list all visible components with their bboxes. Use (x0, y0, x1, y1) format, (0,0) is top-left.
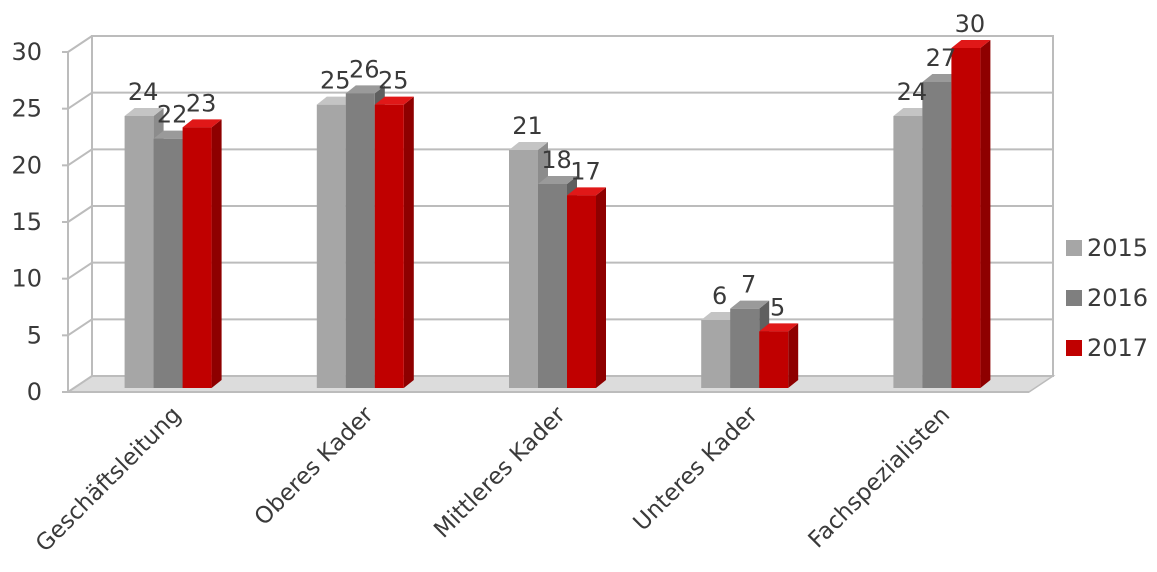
bar-front (182, 127, 212, 388)
data-label: 23 (186, 89, 217, 117)
bar-top (124, 108, 164, 116)
legend-item: 2016 (1066, 284, 1148, 312)
bar-front (316, 104, 346, 389)
category-label: Geschäftsleitung (31, 402, 186, 557)
bar-front (922, 82, 952, 388)
data-label: 24 (897, 78, 928, 106)
gridline-depth (67, 148, 93, 167)
gridline-depth (67, 205, 93, 223)
bar (759, 323, 799, 388)
data-label: 25 (378, 67, 409, 95)
bar-front (153, 138, 183, 388)
bar-side (211, 119, 222, 388)
y-axis-ticks: 0 5 10 15 20 25 30 (11, 38, 42, 406)
bar-front (538, 184, 567, 388)
data-label: 26 (349, 55, 380, 83)
gridline-depth (67, 35, 93, 53)
category-label: Mittleres Kader (429, 401, 571, 543)
data-label: 30 (955, 10, 986, 38)
legend-item: 2015 (1066, 234, 1148, 262)
bar (567, 187, 606, 388)
data-label: 25 (320, 67, 351, 95)
bar-front (345, 93, 375, 388)
bar-top (374, 96, 414, 105)
legend: 2015 2016 2017 (1066, 234, 1148, 362)
bar-side (403, 96, 414, 389)
y-tick-label: 20 (11, 151, 42, 179)
bar-front (124, 116, 154, 388)
bar-front (759, 331, 789, 388)
bars (124, 40, 991, 389)
bar-top (951, 40, 991, 48)
bar-front (374, 104, 404, 389)
bar-top (182, 119, 222, 128)
bar-side (788, 323, 799, 388)
category-label: Fachspezialisten (804, 402, 955, 553)
bar-top (345, 85, 385, 94)
category-label: Unteres Kader (629, 401, 764, 536)
legend-swatch (1066, 290, 1082, 306)
data-label: 5 (770, 293, 785, 321)
legend-swatch (1066, 340, 1082, 356)
bar-top (509, 142, 548, 150)
bar-front (893, 116, 923, 388)
bar-top (730, 300, 770, 309)
bar-top (567, 187, 606, 196)
bar-top (759, 323, 799, 332)
legend-item: 2017 (1066, 334, 1148, 362)
bar-side (596, 187, 606, 388)
bar-front (701, 320, 731, 388)
gridline-depth (67, 375, 93, 393)
y-tick-label: 5 (27, 321, 42, 349)
bar-side (980, 40, 991, 388)
y-tick-label: 25 (11, 95, 42, 123)
data-label: 18 (541, 146, 572, 174)
data-label: 17 (570, 157, 601, 185)
bar-front (951, 48, 981, 388)
gridline-depth (67, 261, 93, 280)
y-tick-label: 10 (11, 265, 42, 293)
bar (374, 96, 414, 389)
bar (182, 119, 222, 388)
y-tick-label: 15 (11, 208, 42, 236)
gridline-depth (67, 318, 93, 337)
data-label: 27 (926, 44, 957, 72)
bar-top (538, 176, 577, 184)
gridline-depth (67, 91, 93, 110)
data-label: 21 (512, 112, 543, 140)
bar-front (567, 195, 596, 388)
legend-label: 2015 (1087, 234, 1148, 262)
x-axis-categories: Geschäftsleitung Oberes Kader Mittleres Ka… (31, 401, 955, 557)
bar-front (730, 308, 760, 388)
data-label: 24 (128, 78, 159, 106)
data-label: 7 (741, 271, 756, 299)
legend-label: 2016 (1087, 284, 1148, 312)
category-label: Oberes Kader (250, 401, 379, 530)
y-tick-label: 30 (11, 38, 42, 66)
legend-label: 2017 (1087, 334, 1148, 362)
bar-front (509, 150, 538, 388)
y-tick-label: 0 (27, 378, 42, 406)
data-label: 22 (157, 101, 188, 129)
bar (951, 40, 991, 388)
legend-swatch (1066, 240, 1082, 256)
data-label: 6 (712, 282, 727, 310)
